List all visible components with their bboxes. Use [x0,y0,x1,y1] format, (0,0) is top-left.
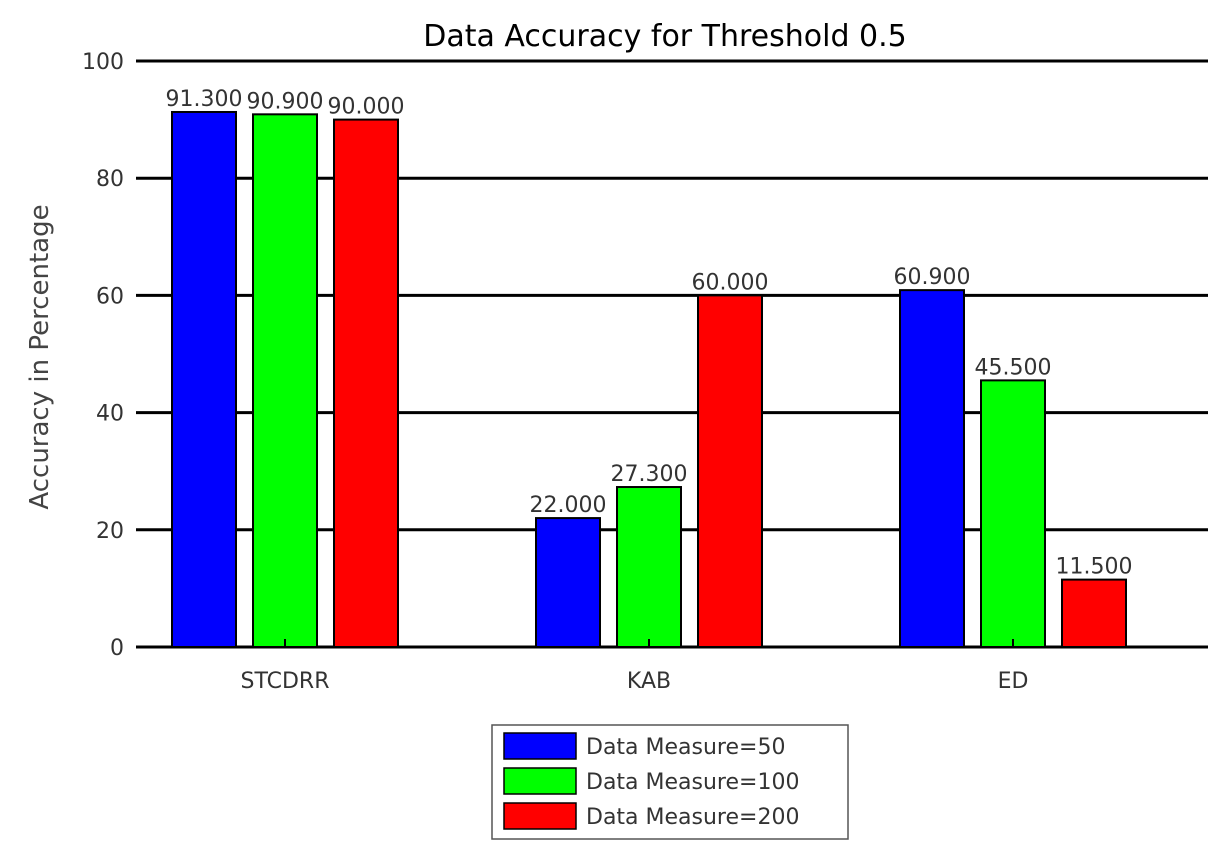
data-label: 60.000 [692,270,769,295]
x-axis-ticks: STCDRR KAB ED [241,639,1029,694]
y-tick-label: 20 [96,519,124,544]
data-label: 60.900 [894,265,971,290]
legend-swatch [503,732,577,760]
legend-label: Data Measure=100 [586,770,799,795]
data-label: 90.900 [247,89,324,114]
bars [171,110,1127,649]
y-tick-label: 40 [96,402,124,427]
bar [171,110,237,649]
legend-swatch [503,767,577,795]
bar [252,113,318,649]
data-labels: 91.300 22.000 60.900 90.900 27.300 45.500 90.0… [166,87,1133,580]
bar [333,118,399,649]
x-tick-label: ED [998,669,1029,694]
data-label: 11.500 [1056,555,1133,580]
y-tick-label: 0 [110,636,124,661]
data-label: 45.500 [975,355,1052,380]
chart-title: Data Accuracy for Threshold 0.5 [423,19,907,54]
bar [1061,578,1127,648]
x-tick-label: STCDRR [241,669,330,694]
data-label: 22.000 [530,493,607,518]
legend: Data Measure=50 Data Measure=100 Data Meas… [491,724,849,840]
bar [899,289,965,648]
data-label: 91.300 [166,87,243,112]
legend-swatch [503,802,577,830]
bar [697,294,763,648]
y-tick-label: 60 [96,284,124,309]
bar [535,517,601,649]
bar [980,379,1046,648]
y-tick-label: 100 [82,50,124,75]
data-label: 27.300 [611,462,688,487]
data-label: 90.000 [328,95,405,120]
y-tick-label: 80 [96,167,124,192]
bar [616,486,682,648]
legend-label: Data Measure=200 [586,805,799,830]
y-axis-label: Accuracy in Percentage [25,204,55,509]
legend-label: Data Measure=50 [586,735,785,760]
x-tick-label: KAB [627,669,671,694]
y-axis-ticks: 0 20 40 60 80 100 [82,50,144,661]
